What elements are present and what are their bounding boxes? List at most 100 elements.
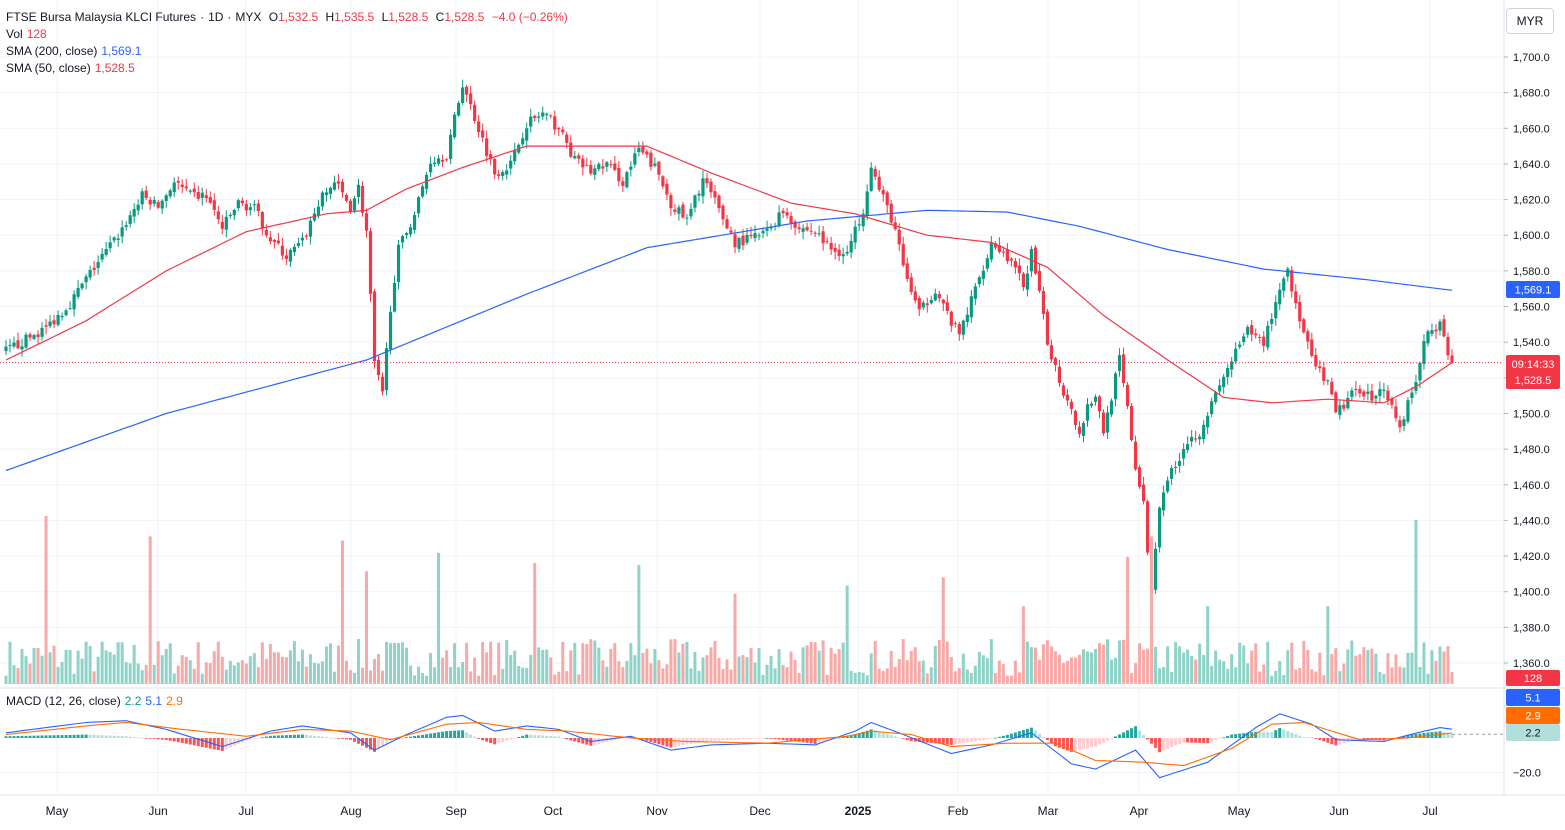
- volume-bar: [300, 649, 304, 684]
- volume-bar: [805, 645, 809, 684]
- candle-body: [501, 172, 505, 176]
- macd-hist-bar: [809, 738, 813, 744]
- volume-bar: [449, 667, 453, 684]
- candle-body: [933, 293, 937, 301]
- volume-bar: [8, 641, 12, 684]
- volume-bar: [653, 649, 657, 684]
- macd-hist-bar: [124, 736, 128, 738]
- volume-bar: [1045, 640, 1049, 684]
- macd-hist-bar: [1406, 735, 1410, 738]
- macd-hist-bar: [112, 735, 116, 738]
- volume-bar: [629, 643, 633, 684]
- macd-hist-bar: [409, 736, 413, 738]
- volume-bar: [381, 670, 385, 684]
- candle-body: [360, 185, 365, 213]
- sma50-legend[interactable]: SMA (50, close) 1,528.5: [6, 60, 139, 77]
- last-price-badge-box-bg: [1506, 355, 1560, 389]
- sma200-legend[interactable]: SMA (200, close) 1,569.1: [6, 43, 145, 60]
- candle-body: [1085, 404, 1090, 421]
- volume-bar: [1110, 659, 1114, 684]
- symbol-name[interactable]: FTSE Bursa Malaysia KLCI Futures: [6, 10, 197, 24]
- macd-hist-bar: [705, 738, 709, 742]
- volume-bar: [104, 650, 108, 684]
- macd-hist-bar: [573, 738, 577, 742]
- candle-body: [1390, 398, 1394, 405]
- volume-bar: [601, 660, 605, 684]
- candle-body: [1049, 345, 1054, 360]
- time-tick-label: Jun: [148, 804, 167, 818]
- volume-bar: [228, 660, 232, 684]
- macd-hist-bar: [805, 738, 809, 743]
- volume-bar: [1278, 661, 1282, 684]
- candle-body: [420, 186, 425, 197]
- candle-body: [721, 205, 725, 220]
- volume-bar: [244, 663, 248, 684]
- candle-body: [1266, 325, 1270, 348]
- macd-hist-bar: [36, 735, 40, 738]
- candle-body: [921, 302, 925, 308]
- macd-hist-bar: [485, 738, 489, 742]
- volume-bar: [933, 645, 937, 684]
- volume-bar: [32, 648, 36, 684]
- candle-body: [713, 191, 717, 198]
- time-tick-label: Sep: [445, 804, 467, 818]
- volume-bar: [1186, 649, 1190, 684]
- macd-hist-bar: [413, 736, 417, 738]
- volume-bar: [1314, 671, 1318, 684]
- macd-hist-bar: [48, 735, 52, 738]
- macd-hist-bar: [340, 738, 344, 739]
- candle-body: [1125, 384, 1130, 407]
- candle-body: [308, 220, 313, 237]
- volume-bar: [865, 675, 869, 684]
- currency-selector[interactable]: MYR: [1506, 8, 1554, 34]
- volume-bar: [1298, 667, 1302, 684]
- candle-body: [869, 167, 873, 191]
- candle-body: [1314, 355, 1318, 367]
- macd-hist-bar: [1081, 738, 1085, 750]
- candle-body: [741, 235, 745, 246]
- candle-body: [569, 142, 573, 157]
- candle-body: [557, 127, 561, 130]
- macd-line-value: 5.1: [145, 694, 163, 708]
- candle-body: [1069, 401, 1074, 409]
- candle-body: [1222, 376, 1226, 388]
- candle-body: [1242, 336, 1246, 342]
- volume-bar: [573, 642, 577, 684]
- macd-hist-bar: [657, 738, 661, 745]
- macd-hist-bar: [545, 735, 549, 738]
- macd-hist-bar: [821, 738, 825, 742]
- candle-body: [1121, 354, 1126, 384]
- macd-hist-bar: [437, 732, 441, 738]
- volume-bar: [120, 642, 124, 684]
- macd-hist-bar: [272, 735, 276, 738]
- volume-bar: [1182, 652, 1186, 684]
- sma200-line: [5, 209, 1453, 472]
- volume-bar: [781, 665, 785, 684]
- volume-bar: [160, 655, 164, 684]
- candle-body: [352, 198, 357, 211]
- candle-body: [1206, 415, 1210, 428]
- macd-hist-bar: [1162, 738, 1166, 751]
- volume-bar: [1250, 650, 1254, 684]
- macd-hist-bar: [369, 738, 373, 750]
- volume-bar: [1021, 606, 1025, 684]
- volume-bar: [4, 675, 8, 684]
- macd-hist-bar: [1238, 733, 1242, 738]
- macd-signal-line: [5, 721, 1453, 767]
- volume-bar: [541, 649, 545, 684]
- candle-body: [1246, 326, 1250, 335]
- ohlc-change: −4.0 (−0.26%): [491, 10, 568, 24]
- candle-body: [609, 164, 613, 166]
- macd-hist-bar: [385, 738, 389, 744]
- volume-bar: [849, 670, 853, 684]
- volume-bar: [1370, 648, 1374, 684]
- candle-body: [1081, 422, 1086, 436]
- candle-body: [1418, 363, 1422, 381]
- volume-bar: [565, 670, 569, 684]
- volume-legend[interactable]: Vol 128: [6, 26, 51, 43]
- volume-bar: [969, 672, 973, 684]
- macd-legend[interactable]: MACD (12, 26, close) 2.2 5.1 2.9: [6, 693, 187, 710]
- macd-hist-bar: [777, 738, 781, 740]
- macd-hist-bar: [1226, 735, 1230, 738]
